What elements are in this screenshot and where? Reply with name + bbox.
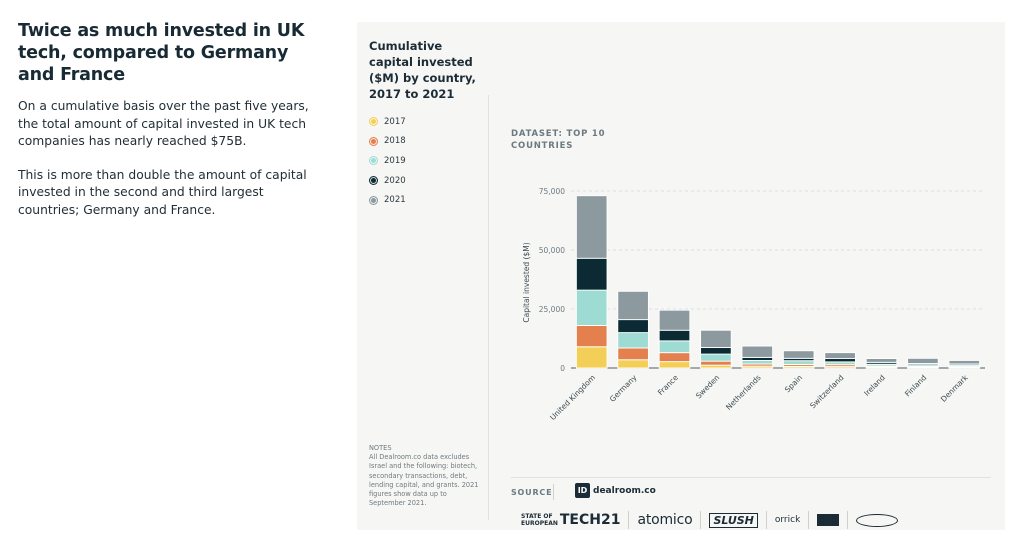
legend-swatch-2018 — [369, 136, 378, 146]
x-tick-label: Netherlands — [724, 373, 763, 412]
bar-segment — [658, 352, 691, 363]
x-tick-label: United Kingdom — [548, 373, 597, 422]
x-tick-label: France — [656, 373, 680, 397]
bar-segment — [575, 325, 608, 348]
x-tick-label: Denmark — [939, 373, 970, 404]
bar-segment — [575, 289, 608, 326]
legend-label: 2017 — [384, 116, 406, 127]
legend-swatch-2021 — [369, 195, 378, 205]
bar-segment — [658, 309, 691, 331]
partner-separator — [847, 511, 849, 529]
x-tick-label: Germany — [608, 373, 639, 404]
state-of-european-tech-logo[interactable]: STATE OF EUROPEAN TECH21 — [521, 512, 620, 528]
y-tick-label: 25,000 — [539, 305, 565, 314]
intro-paragraph-1: On a cumulative basis over the past five… — [18, 99, 309, 148]
sotet-line-2: EUROPEAN — [521, 520, 558, 527]
x-tick-label: Spain — [783, 373, 804, 394]
bar-segment — [617, 290, 649, 321]
bar-segment — [617, 332, 649, 349]
bar-segment — [700, 347, 732, 355]
legend-item-2017: 2017 — [369, 112, 406, 132]
dealroom-logo[interactable]: ID dealroom.co — [575, 483, 656, 498]
legend-swatch-2017 — [369, 117, 378, 127]
bar-segment — [700, 360, 732, 366]
headline: Twice as much invested in UK tech, compa… — [18, 21, 305, 85]
sotet-line-1: STATE OF — [521, 513, 553, 520]
legend-label: 2018 — [384, 136, 406, 147]
intro-paragraph-2: This is more than double the amount of c… — [18, 167, 307, 217]
y-axis-label: Capital invested ($M) — [522, 242, 531, 322]
sotet-big: TECH21 — [559, 512, 621, 528]
source-label: SOURCE — [511, 488, 553, 497]
bar-segment — [617, 347, 649, 361]
partner-logo-oval[interactable] — [856, 513, 899, 527]
chart-card: Cumulative capital invested ($M) by coun… — [357, 22, 1005, 530]
bar-segment — [824, 358, 856, 363]
bar-segment — [907, 357, 939, 364]
bar-segment — [617, 319, 649, 334]
x-tick-label: Finland — [903, 373, 928, 398]
dealroom-icon: ID — [575, 483, 590, 498]
chart-title: Cumulative capital invested ($M) by coun… — [369, 39, 476, 101]
bar-segment — [617, 359, 649, 369]
partner-logo-box[interactable] — [817, 514, 840, 526]
partner-separator — [765, 511, 767, 529]
x-tick-label: Sweden — [694, 373, 721, 400]
stacked-bar-chart: 0 25,000 50,000 75,000 Capital invested ($M)… — [522, 187, 985, 422]
y-tick-label: 0 — [560, 364, 565, 373]
partner-separator — [628, 511, 630, 529]
bar-segment — [782, 350, 815, 359]
panel-divider — [488, 95, 489, 520]
bar-segment — [782, 360, 815, 365]
dataset-label: DATASET: TOP 10 COUNTRIES — [511, 129, 606, 151]
source-divider — [511, 477, 991, 478]
partner-separator — [700, 511, 702, 529]
legend-label: 2020 — [384, 175, 406, 186]
x-tick-label: Switzerland — [808, 373, 845, 410]
dealroom-brand: dealroom.co — [593, 485, 656, 496]
legend-swatch-2019 — [369, 156, 378, 166]
chart-notes: NOTES All Dealroom.co data excludes Isra… — [369, 444, 479, 508]
y-tick-label: 50,000 — [539, 246, 565, 255]
bar-segment — [741, 356, 774, 361]
legend-item-2020: 2020 — [369, 171, 406, 191]
bar-segment — [865, 358, 898, 363]
legend-swatch-2020 — [369, 176, 378, 186]
bar-segment — [575, 257, 608, 291]
partner-logos: STATE OF EUROPEAN TECH21 atomico SLUSH o… — [521, 511, 899, 529]
bar-segment — [948, 359, 981, 365]
orrick-logo[interactable]: orrick — [774, 515, 801, 525]
atomico-logo[interactable]: atomico — [637, 512, 693, 528]
chart-legend: 2017 2018 2019 2020 2021 — [369, 112, 406, 210]
legend-item-2018: 2018 — [369, 132, 406, 152]
intro-panel: Twice as much invested in UK tech, compa… — [18, 20, 318, 235]
bar-segment — [658, 329, 691, 342]
bar-segment — [658, 340, 691, 354]
bar-segment — [658, 361, 691, 369]
bar-segment — [824, 352, 856, 360]
source-separator — [553, 484, 554, 500]
bar-segment — [741, 345, 774, 358]
slush-logo[interactable]: SLUSH — [709, 512, 758, 528]
bar-segment — [575, 346, 608, 369]
legend-item-2021: 2021 — [369, 190, 406, 210]
x-tick-label: Ireland — [862, 373, 887, 398]
legend-label: 2019 — [384, 155, 406, 166]
bar-segment — [741, 359, 774, 365]
bar-segment — [575, 195, 608, 259]
legend-item-2019: 2019 — [369, 151, 406, 171]
legend-label: 2021 — [384, 195, 406, 206]
bar-segment — [700, 353, 732, 362]
partner-separator — [808, 511, 810, 529]
y-tick-label: 75,000 — [539, 187, 565, 196]
bar-segment — [700, 329, 732, 348]
